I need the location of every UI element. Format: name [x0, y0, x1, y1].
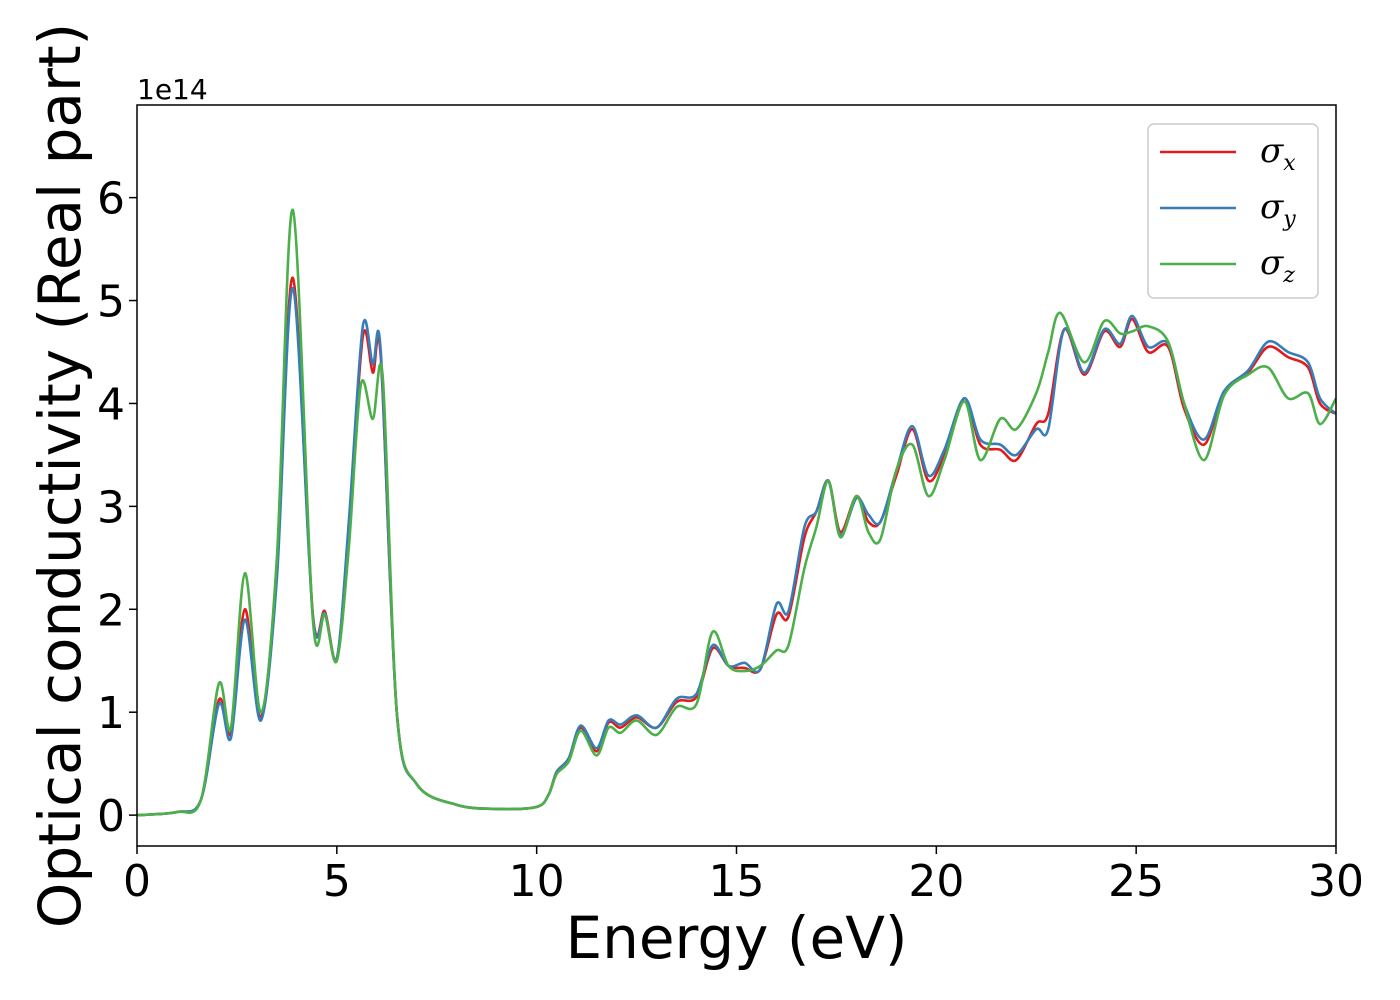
x-axis-ticks: 0 5 10 15 20 25 30 [123, 846, 1364, 907]
y-tick-label: 3 [97, 482, 125, 533]
y-tick-label: 4 [97, 379, 125, 430]
x-tick-label: 10 [509, 856, 565, 907]
x-tick-label: 20 [908, 856, 964, 907]
y-tick-label: 6 [97, 174, 125, 225]
legend-label-z: σz [1260, 243, 1295, 288]
plot-area [137, 105, 1336, 846]
y-axis-ticks: 0 1 2 3 4 5 6 [97, 174, 137, 842]
legend-label-x: σx [1260, 131, 1296, 176]
y-tick-label: 5 [97, 277, 125, 328]
y-tick-label: 1 [97, 688, 125, 739]
y-axis-label: Optical conductivity (Real part) [26, 23, 94, 928]
x-tick-label: 25 [1108, 856, 1164, 907]
x-tick-label: 15 [709, 856, 765, 907]
y-tick-label: 0 [97, 791, 125, 842]
x-axis-label: Energy (eV) [565, 904, 907, 972]
series-line-z [137, 208, 1336, 817]
series-lines [137, 208, 1336, 817]
y-offset-text: 1e14 [137, 73, 208, 106]
legend-label-y: σy [1260, 187, 1296, 232]
legend: σx σy σz [1147, 123, 1319, 299]
legend-box [1147, 123, 1319, 299]
x-tick-label: 30 [1308, 856, 1364, 907]
x-tick-label: 5 [323, 856, 351, 907]
y-tick-label: 2 [97, 585, 125, 636]
x-tick-label: 0 [123, 856, 151, 907]
